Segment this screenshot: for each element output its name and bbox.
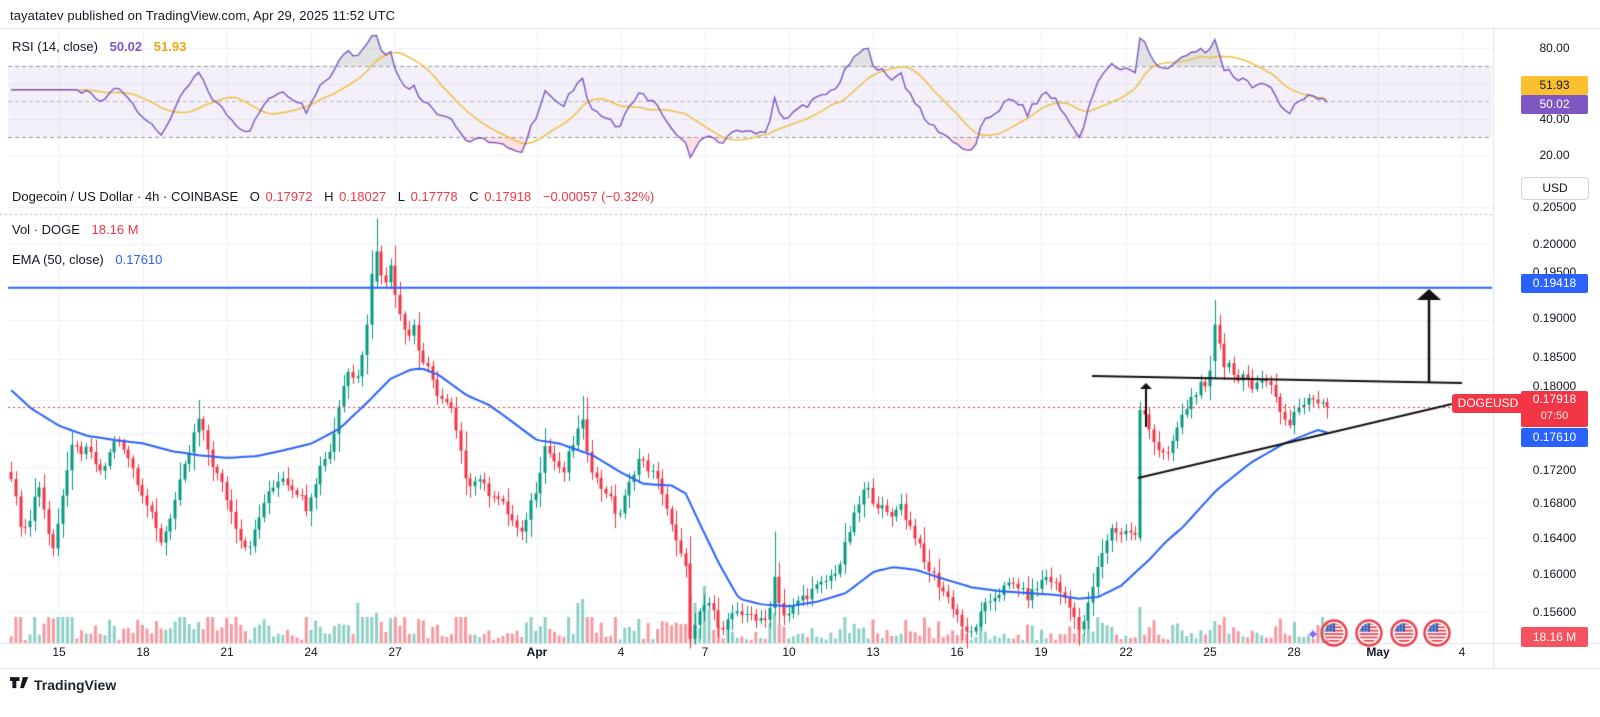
time-tick-label: Apr [526, 645, 548, 659]
volume-legend-row[interactable]: Vol · DOGE 18.16 M [12, 222, 141, 237]
bar-countdown: 07:50 [1540, 410, 1569, 422]
brand-text: TradingView [34, 677, 117, 693]
ema-legend-title: EMA (50, close) [12, 252, 104, 267]
currency-button[interactable]: USD [1521, 177, 1589, 200]
high-value: 0.18027 [339, 189, 387, 204]
ema-value: 0.17610 [115, 252, 163, 267]
time-tick-label: 4 [617, 645, 625, 659]
rsi-badge: 50.02 [1521, 95, 1588, 114]
last-price-badge: 0.17918 07:50 [1521, 391, 1588, 427]
open-value: 0.17972 [265, 189, 313, 204]
change-value: −0.00057 (−0.32%) [542, 189, 655, 204]
time-tick-label: 27 [388, 645, 402, 659]
rsi-ma-badge: 51.93 [1521, 76, 1588, 95]
published-line: tayatatev published on TradingView.com, … [10, 8, 396, 23]
time-tick-label: 19 [1034, 645, 1048, 659]
volume-badge: 18.16 M [1521, 627, 1588, 647]
time-tick-label: May [1366, 645, 1390, 659]
low-label: L [397, 189, 406, 204]
symbol-price-pill: DOGEUSD [1452, 394, 1524, 413]
rsi-value: 50.02 [109, 39, 143, 54]
rsi-legend-title: RSI (14, close) [12, 39, 98, 54]
time-tick-label: 13 [866, 645, 880, 659]
symbol-title: Dogecoin / US Dollar · 4h · COINBASE [12, 189, 239, 204]
high-label: H [324, 189, 334, 204]
time-tick-label: 25 [1203, 645, 1217, 659]
close-label: C [469, 189, 479, 204]
time-tick-label: 15 [52, 645, 66, 659]
ema-legend-row[interactable]: EMA (50, close) 0.17610 [12, 252, 164, 267]
time-tick-label: 18 [136, 645, 150, 659]
ema-price-badge: 0.17610 [1521, 428, 1588, 447]
rsi-ma-value: 51.93 [153, 39, 187, 54]
time-tick-label: 4 [1458, 645, 1466, 659]
volume-value: 18.16 M [91, 222, 139, 237]
open-label: O [249, 189, 260, 204]
time-tick-label: 24 [304, 645, 318, 659]
tradingview-logo-icon [10, 677, 29, 689]
level-price-badge: 0.19418 [1521, 274, 1588, 293]
tradingview-logo[interactable]: TradingView [10, 677, 116, 693]
time-tick-label: 22 [1119, 645, 1133, 659]
volume-legend-title: Vol · DOGE [12, 222, 80, 237]
last-price-value: 0.17918 [1532, 392, 1577, 406]
low-value: 0.17778 [410, 189, 458, 204]
time-tick-label: 28 [1287, 645, 1301, 659]
symbol-legend-row[interactable]: Dogecoin / US Dollar · 4h · COINBASE O 0… [12, 189, 656, 204]
time-tick-label: 21 [220, 645, 234, 659]
rsi-legend-row[interactable]: RSI (14, close) 50.02 51.93 [12, 39, 188, 54]
time-tick-label: 10 [782, 645, 796, 659]
close-value: 0.17918 [484, 189, 532, 204]
time-tick-label: 16 [950, 645, 964, 659]
time-tick-label: 7 [701, 645, 709, 659]
